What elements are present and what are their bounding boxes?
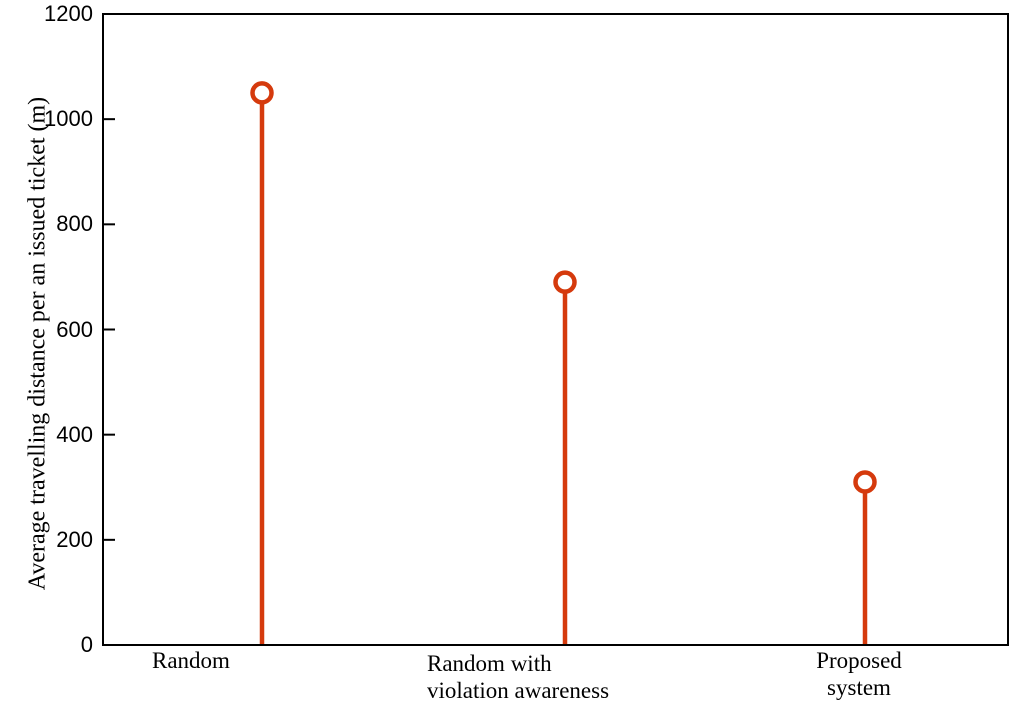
y-tick-label: 1200 (44, 1, 93, 26)
y-tick-label: 200 (56, 526, 93, 552)
x-category-label: Random (152, 648, 230, 673)
y-tick-label: 400 (56, 421, 93, 447)
y-tick-label: 800 (56, 211, 93, 237)
y-tick-label: 0 (80, 632, 93, 657)
axes-box (102, 13, 1009, 646)
stem-marker (553, 270, 577, 294)
x-category-label: Proposed system (816, 648, 902, 700)
stem-marker (250, 81, 274, 105)
x-category-label: Random with violation awareness (427, 651, 610, 703)
stem-marker (853, 470, 877, 494)
y-tick-label: 600 (56, 316, 93, 342)
y-tick-label: 1000 (44, 106, 93, 132)
